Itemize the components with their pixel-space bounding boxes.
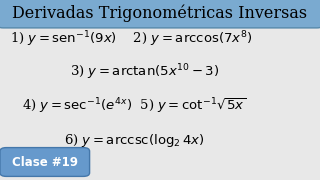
FancyBboxPatch shape [0,0,320,28]
FancyBboxPatch shape [0,148,90,176]
Text: 1) $y = \mathrm{sen}^{-1}(9x)$    2) $y = \arccos(7x^{8})$: 1) $y = \mathrm{sen}^{-1}(9x)$ 2) $y = \… [10,30,252,49]
Text: 6) $y = \mathrm{arccsc}(\log_2 4x)$: 6) $y = \mathrm{arccsc}(\log_2 4x)$ [64,132,204,149]
Text: 3) $y = \arctan(5x^{10} - 3)$: 3) $y = \arctan(5x^{10} - 3)$ [70,62,220,82]
Text: Clase #19: Clase #19 [12,156,78,168]
Text: Derivadas Trigonométricas Inversas: Derivadas Trigonométricas Inversas [12,4,308,22]
Text: 4) $y = \mathrm{sec}^{-1}(e^{4x})$  5) $y = \cot^{-1}\!\sqrt{5x}$: 4) $y = \mathrm{sec}^{-1}(e^{4x})$ 5) $y… [22,97,247,116]
